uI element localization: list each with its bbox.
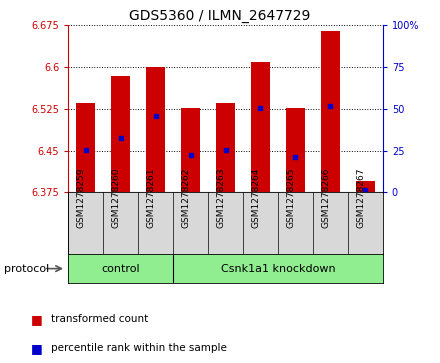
Text: GDS5360 / ILMN_2647729: GDS5360 / ILMN_2647729 bbox=[129, 9, 311, 23]
Bar bbox=[356, 181, 375, 192]
Text: GSM1278266: GSM1278266 bbox=[321, 167, 330, 228]
Bar bbox=[76, 103, 95, 192]
Bar bbox=[216, 103, 235, 192]
Bar bbox=[181, 108, 200, 192]
Text: GSM1278259: GSM1278259 bbox=[77, 167, 86, 228]
Text: control: control bbox=[101, 264, 140, 274]
Text: GSM1278263: GSM1278263 bbox=[216, 167, 226, 228]
Bar bbox=[251, 62, 270, 192]
Text: percentile rank within the sample: percentile rank within the sample bbox=[51, 343, 227, 354]
Text: GSM1278260: GSM1278260 bbox=[112, 167, 121, 228]
Bar bbox=[286, 108, 305, 192]
Text: GSM1278267: GSM1278267 bbox=[356, 167, 365, 228]
Text: ■: ■ bbox=[31, 342, 43, 355]
Bar bbox=[111, 76, 130, 192]
Text: GSM1278261: GSM1278261 bbox=[147, 167, 156, 228]
Text: GSM1278264: GSM1278264 bbox=[251, 167, 260, 228]
Bar bbox=[321, 31, 340, 192]
Text: protocol: protocol bbox=[4, 264, 50, 274]
Text: GSM1278262: GSM1278262 bbox=[182, 167, 191, 228]
Text: GSM1278265: GSM1278265 bbox=[286, 167, 295, 228]
Text: Csnk1a1 knockdown: Csnk1a1 knockdown bbox=[220, 264, 335, 274]
Text: transformed count: transformed count bbox=[51, 314, 148, 325]
Bar bbox=[146, 67, 165, 192]
Text: ■: ■ bbox=[31, 313, 43, 326]
